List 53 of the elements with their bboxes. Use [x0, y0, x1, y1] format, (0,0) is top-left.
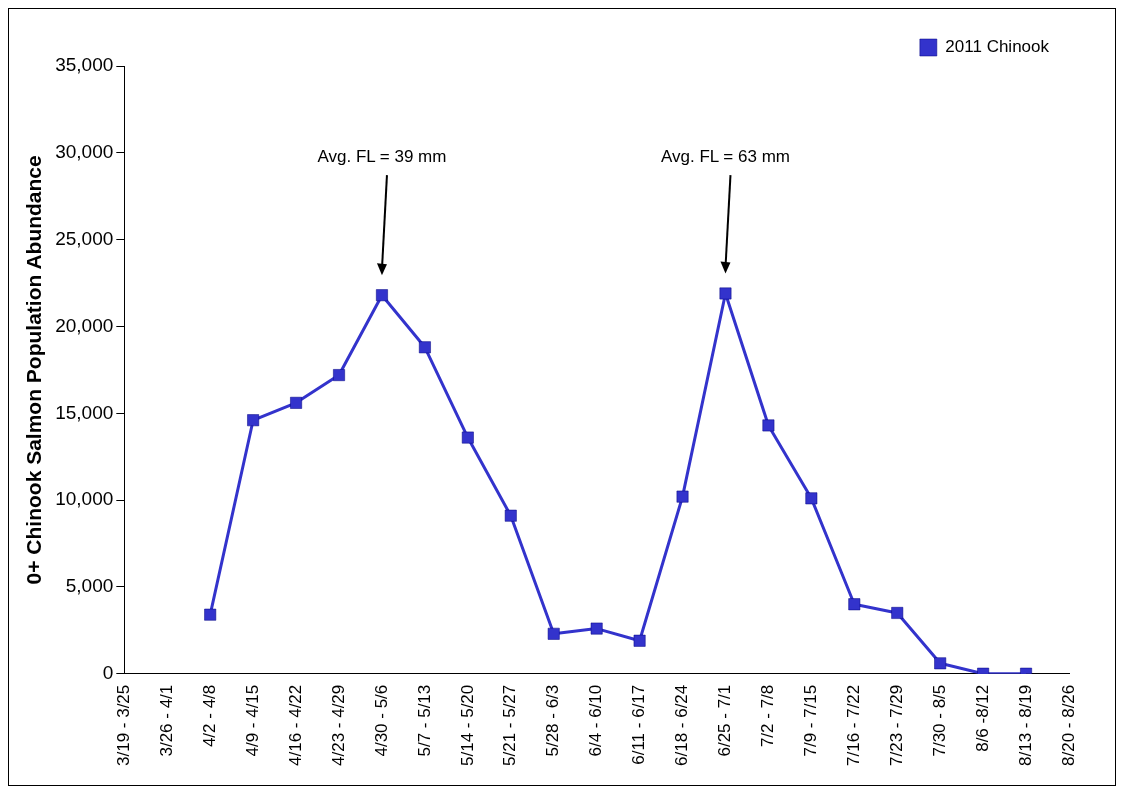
y-tick-label: 30,000 — [55, 141, 114, 163]
x-tick-label: 7/30 - 8/5 — [929, 684, 949, 757]
point — [805, 492, 818, 505]
x-tick-label: 4/9 - 4/15 — [242, 684, 262, 757]
point — [504, 509, 517, 522]
x-tick-label: 5/14 - 5/20 — [457, 684, 477, 766]
annotation: Avg. FL = 39 mm — [317, 146, 447, 166]
x-tick-label: 4/2 - 4/8 — [199, 684, 219, 748]
x-tick-label: 3/26 - 4/1 — [156, 684, 176, 757]
x-tick-label: 5/7 - 5/13 — [414, 684, 434, 757]
x-tick-label: 4/16 - 4/22 — [285, 684, 305, 766]
point — [204, 608, 217, 621]
x-tick-label: 7/23 - 7/29 — [886, 684, 906, 766]
x-tick-label: 6/11 - 6/17 — [629, 684, 649, 765]
point — [762, 419, 775, 432]
point — [719, 287, 732, 300]
x-tick-label: 6/4 - 6/10 — [586, 684, 606, 757]
x-tick-label: 6/18 - 6/24 — [672, 684, 692, 766]
point — [333, 369, 345, 381]
x-tick-label: 4/30 - 5/6 — [371, 684, 391, 757]
annotation: Avg. FL = 63 mm — [660, 146, 790, 166]
x-tick-label: 7/9 - 7/15 — [801, 684, 821, 757]
x-tick-label: 7/16 - 7/22 — [843, 684, 863, 766]
point — [633, 634, 646, 647]
x-tick-label: 8/13 - 8/19 — [1015, 684, 1035, 766]
point — [676, 490, 689, 503]
y-axis-title: 0+ Chinook Salmon Population Abundance — [22, 155, 46, 585]
y-tick-label: 20,000 — [55, 314, 114, 336]
x-tick-label: 7/2 - 7/8 — [758, 684, 778, 748]
point — [461, 431, 474, 444]
point — [376, 289, 388, 302]
x-tick-label: 3/19 - 3/25 — [114, 684, 133, 766]
y-tick-label: 10,000 — [55, 488, 114, 510]
y-tick-label: 0 — [102, 661, 114, 683]
point — [247, 414, 260, 427]
y-tick-label: 15,000 — [55, 401, 114, 423]
legend-label: 2011 Chinook — [945, 37, 1050, 57]
y-tick-label: 5,000 — [65, 575, 114, 597]
x-tick-label: 6/25 - 7/1 — [715, 684, 735, 757]
point — [418, 341, 431, 354]
point — [590, 622, 603, 635]
point — [290, 396, 302, 409]
y-tick-label: 35,000 — [55, 54, 114, 76]
x-tick-label: 8/6 -8/12 — [972, 684, 992, 752]
y-tick-label: 25,000 — [55, 227, 114, 249]
point — [848, 598, 861, 611]
x-tick-label: 4/23 - 4/29 — [328, 684, 348, 766]
x-tick-label: 5/21 - 5/27 — [500, 684, 520, 766]
point — [891, 607, 904, 619]
point — [547, 627, 560, 640]
x-tick-label: 8/20 - 8/26 — [1058, 684, 1078, 766]
x-tick-label: 5/28 - 6/3 — [543, 684, 563, 757]
point — [934, 657, 947, 670]
